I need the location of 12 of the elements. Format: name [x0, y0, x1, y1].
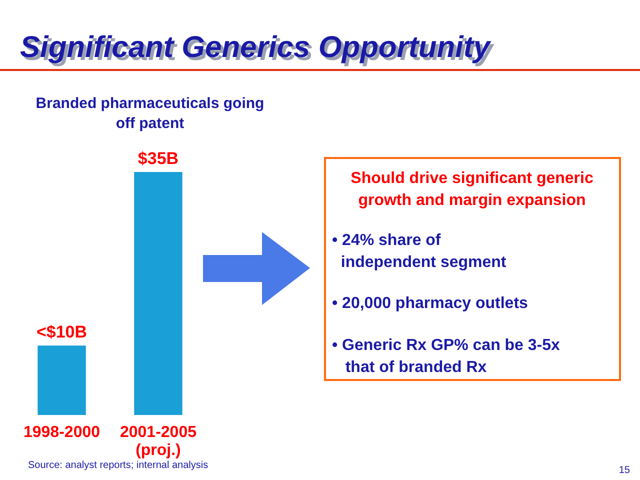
chart-subtitle: Branded pharmaceuticals going off patent	[36, 95, 264, 132]
chart-title: Significant Generics Opportunity	[23, 34, 494, 67]
x-tick-label: 2001-2005 (proj.)	[120, 424, 197, 459]
x-tick-label: 1998-2000	[24, 424, 100, 441]
data-label: <$10B	[36, 322, 88, 342]
source-note: Source: analyst reports; internal analysis	[28, 460, 208, 471]
text: Should drive significant generic growth and margin expansion	[350, 170, 594, 209]
text: 15	[618, 465, 630, 476]
text: • 20,000 pharmacy outlets	[332, 295, 528, 312]
data-label: $35B	[138, 149, 179, 168]
text: • 24% share of independent segment	[332, 232, 507, 271]
text: • Generic Rx GP% can be 3-5x that of branded Rx	[332, 337, 560, 376]
